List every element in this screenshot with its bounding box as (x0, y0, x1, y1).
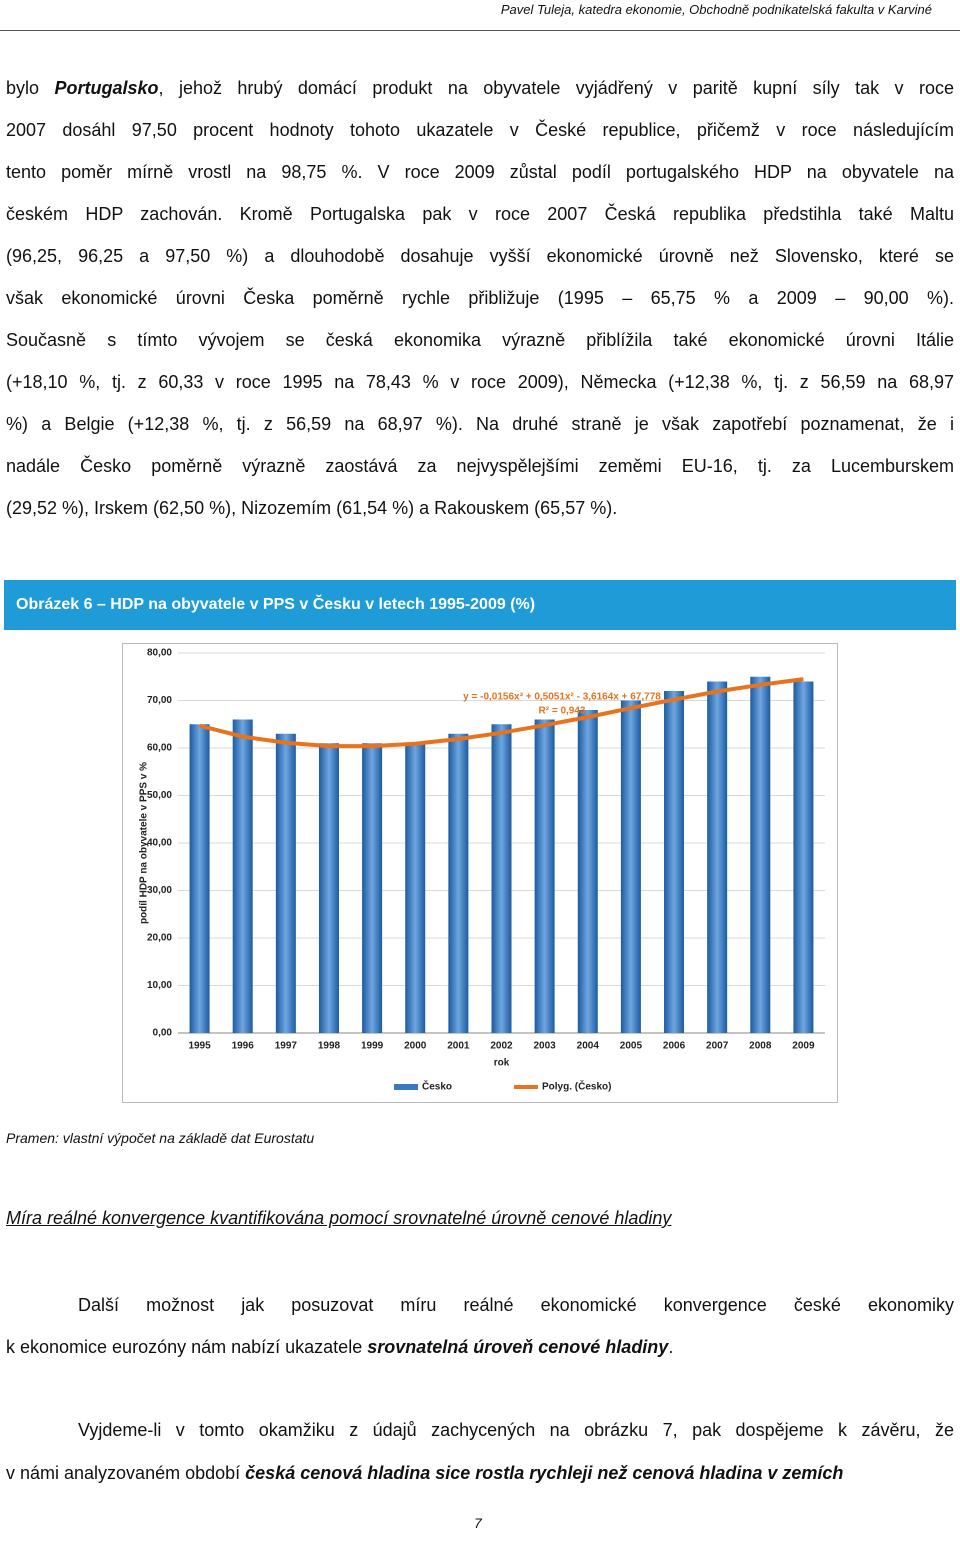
text: českém HDP zachován. Kromě Portugalska p… (6, 204, 954, 224)
x-tick-label: 2000 (404, 1041, 427, 1052)
x-tick-label: 1998 (318, 1041, 341, 1052)
y-tick-label: 10,00 (147, 980, 172, 991)
page-number: 7 (474, 1515, 482, 1531)
emphasis: srovnatelná úroveň cenové hladiny (367, 1337, 669, 1357)
bar (707, 681, 728, 1033)
text-line: tento poměr mírně vrostl na 98,75 %. V r… (6, 160, 954, 184)
x-tick-label: 1995 (188, 1041, 211, 1052)
emphasis: Portugalsko (54, 78, 159, 98)
text-line: Další možnost jak posuzovat míru reálné … (6, 1293, 954, 1317)
r-squared: R² = 0,943 (539, 706, 586, 717)
x-tick-label: 2004 (577, 1041, 600, 1052)
text: bylo (6, 78, 55, 98)
trend-line (199, 677, 804, 749)
text: Současně s tímto vývojem se česká ekonom… (6, 330, 954, 350)
y-tick-label: 80,00 (147, 648, 172, 659)
text: Další možnost jak posuzovat míru reálné … (78, 1295, 954, 1315)
header-rule (0, 30, 960, 31)
text-line: v námi analyzovaném období česká cenová … (6, 1461, 954, 1485)
text: nadále Česko poměrně výrazně zaostává za… (6, 456, 954, 476)
chart: 0,00 10,00 20,00 30,00 40,00 50,00 60,00 70,00 8… (122, 643, 838, 1103)
bar (448, 733, 469, 1033)
text: tento poměr mírně vrostl na 98,75 %. V r… (6, 162, 954, 182)
x-tick-label: 2005 (620, 1041, 643, 1052)
text: v námi analyzovaném období (6, 1463, 246, 1483)
x-tick-label: 1997 (275, 1041, 298, 1052)
text-line: (29,52 %), Irskem (62,50 %), Nizozemím (… (6, 496, 954, 520)
bar (620, 700, 641, 1033)
x-tick-label: 2002 (490, 1041, 513, 1052)
bar (491, 724, 512, 1033)
bar (189, 724, 210, 1033)
bar (750, 676, 771, 1033)
section-heading: Míra reálné konvergence kvantifikována p… (6, 1208, 672, 1228)
legend-label: Česko (422, 1080, 452, 1093)
text: (+18,10 %, tj. z 60,33 v roce 1995 na 78… (6, 372, 954, 392)
source: Pramen: vlastní výpočet na základě dat E… (6, 1130, 315, 1146)
bar (664, 691, 685, 1033)
text-line: bylo Portugalsko, jehož hrubý domácí pro… (6, 76, 954, 100)
chart-frame (122, 643, 838, 1103)
legend-swatch (394, 1084, 418, 1090)
bar (534, 719, 555, 1033)
x-tick-label: 2007 (706, 1041, 729, 1052)
text-line: (+18,10 %, tj. z 60,33 v roce 1995 na 78… (6, 370, 954, 394)
text-line: nadále Česko poměrně výrazně zaostává za… (6, 454, 954, 478)
text: Vyjdeme-li v tomto okamžiku z údajů zach… (78, 1420, 954, 1440)
text: , jehož hrubý domácí produkt na obyvatel… (158, 78, 955, 98)
text: . (668, 1337, 674, 1357)
text: však ekonomické úrovni Česka poměrně ryc… (6, 288, 954, 308)
x-tick-label: 1999 (361, 1041, 384, 1052)
text-line: (96,25, 96,25 a 97,50 %) a dlouhodobě do… (6, 244, 954, 268)
y-tick-label: 20,00 (147, 933, 172, 944)
text: k ekonomice eurozóny nám nabízí ukazatel… (6, 1337, 368, 1357)
bar (232, 719, 253, 1033)
bar (577, 710, 598, 1033)
y-tick-label: 50,00 (147, 790, 172, 801)
bar (362, 743, 383, 1033)
text-line: k ekonomice eurozóny nám nabízí ukazatel… (6, 1335, 954, 1359)
x-tick-label: 1996 (232, 1041, 255, 1052)
x-tick-label: 2009 (792, 1041, 815, 1052)
x-tick-label: 2006 (663, 1041, 686, 1052)
x-axis-label: rok (494, 1058, 510, 1069)
equation: y = -0,0156x³ + 0,5051x² - 3,6164x + 67,… (463, 692, 661, 703)
y-tick-label: 70,00 (147, 695, 172, 706)
bar (405, 743, 426, 1033)
text: %) a Belgie (+12,38 %, tj. z 56,59 na 68… (6, 414, 954, 434)
text-line: 2007 dosáhl 97,50 procent hodnoty tohoto… (6, 118, 954, 142)
text-line: %) a Belgie (+12,38 %, tj. z 56,59 na 68… (6, 412, 954, 436)
y-tick-label: 30,00 (147, 885, 172, 896)
text: (29,52 %), Irskem (62,50 %), Nizozemím (… (6, 498, 618, 518)
text: 2007 dosáhl 97,50 procent hodnoty tohoto… (6, 120, 954, 140)
header: Pavel Tuleja, katedra ekonomie, Obchodně… (500, 2, 932, 17)
text-line: českém HDP zachován. Kromě Portugalska p… (6, 202, 954, 226)
bar (318, 743, 339, 1033)
x-tick-label: 2008 (749, 1041, 772, 1052)
text-line: Vyjdeme-li v tomto okamžiku z údajů zach… (6, 1418, 954, 1442)
y-tick-label: 60,00 (147, 743, 172, 754)
x-tick-label: 2003 (534, 1041, 557, 1052)
figure-caption: Obrázek 6 – HDP na obyvatele v PPS v Čes… (4, 580, 956, 630)
bar (275, 733, 296, 1033)
y-tick-label: 0,00 (153, 1028, 173, 1039)
emphasis: česká cenová hladina sice rostla rychlej… (245, 1463, 844, 1483)
legend-label: Polyg. (Česko) (542, 1080, 611, 1093)
text-line: Současně s tímto vývojem se česká ekonom… (6, 328, 954, 352)
bar (793, 681, 814, 1033)
y-axis-label: podíl HDP na obyvatele v PPS v % (139, 762, 150, 924)
y-tick-label: 40,00 (147, 838, 172, 849)
text-line: však ekonomické úrovni Česka poměrně ryc… (6, 286, 954, 310)
text: (96,25, 96,25 a 97,50 %) a dlouhodobě do… (6, 246, 954, 266)
x-tick-label: 2001 (447, 1041, 470, 1052)
